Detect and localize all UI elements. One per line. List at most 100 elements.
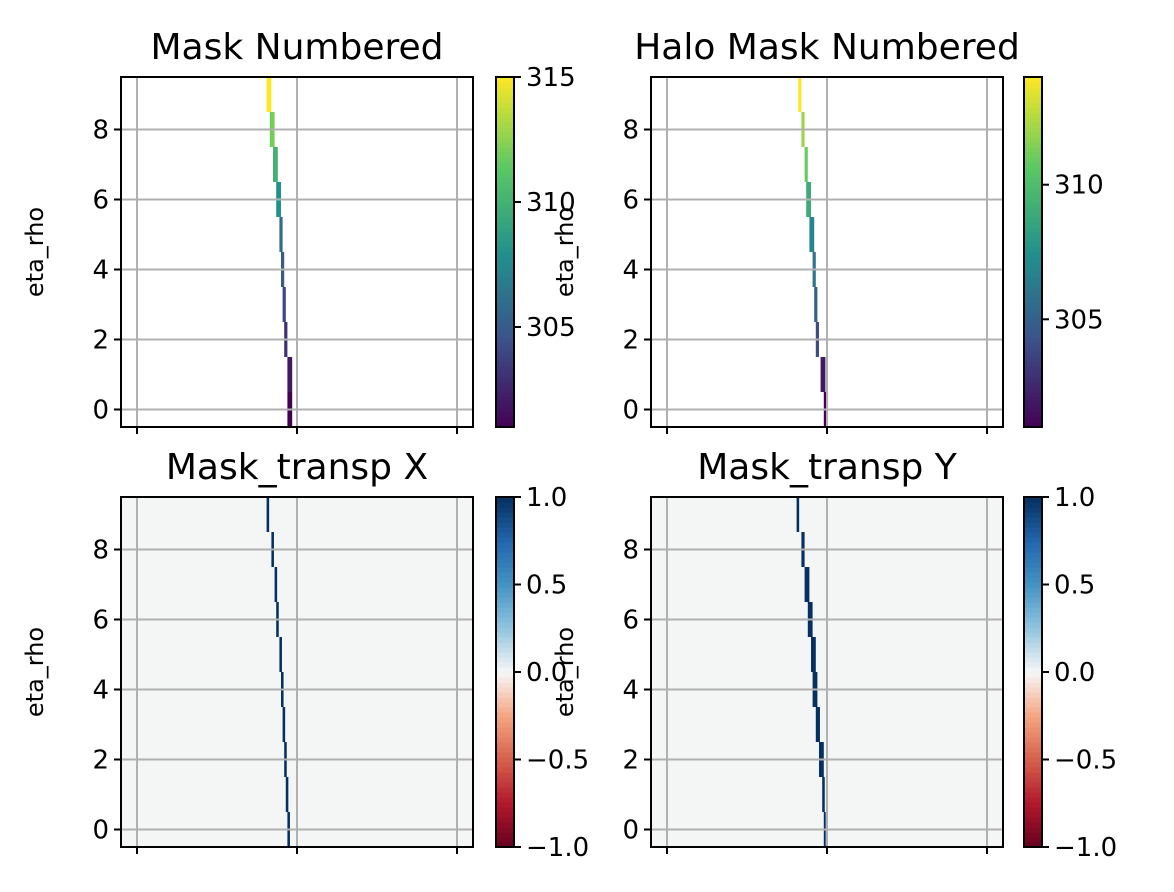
- colorbar-segment: [496, 162, 514, 168]
- colorbar-segment: [496, 712, 514, 718]
- colorbar-segment: [1024, 147, 1042, 153]
- y-tick-label: 8: [622, 116, 639, 146]
- colorbar-segment: [496, 737, 514, 743]
- y-tick-label: 8: [92, 536, 109, 566]
- colorbar-segment: [1024, 552, 1042, 558]
- colorbar-segment: [1024, 97, 1042, 103]
- colorbar-segment: [1024, 182, 1042, 188]
- colorbar-segment: [496, 547, 514, 553]
- colorbar-segment: [1024, 647, 1042, 653]
- colorbar-segment: [496, 757, 514, 763]
- colorbar-segment: [496, 667, 514, 673]
- heatmap-cell-3: [814, 287, 818, 322]
- colorbar-segment: [496, 557, 514, 563]
- heatmap-cell-5: [811, 637, 816, 672]
- colorbar-segment: [1024, 742, 1042, 748]
- colorbar-segment: [496, 372, 514, 378]
- colorbar-segment: [1024, 557, 1042, 563]
- colorbar-segment: [1024, 737, 1042, 743]
- y-tick-label: 6: [92, 186, 109, 216]
- colorbar-segment: [496, 392, 514, 398]
- colorbar-segment: [496, 232, 514, 238]
- colorbar: 305 310: [1023, 76, 1104, 428]
- colorbar-segment: [496, 282, 514, 288]
- colorbar-segment: [496, 222, 514, 228]
- y-tick-label: 4: [622, 256, 639, 286]
- colorbar-segment: [1024, 117, 1042, 123]
- colorbar-segment: [496, 172, 514, 178]
- colorbar-segment: [496, 387, 514, 393]
- colorbar-segment: [496, 702, 514, 708]
- heatmap-cell-5: [279, 217, 283, 252]
- colorbar-tick-label: −1.0: [526, 833, 589, 863]
- colorbar-segment: [1024, 342, 1042, 348]
- colorbar-segment: [1024, 547, 1042, 553]
- colorbar-segment: [496, 422, 514, 428]
- colorbar-segment: [496, 837, 514, 843]
- heatmap-cell-1: [822, 777, 825, 812]
- colorbar-segment: [1024, 602, 1042, 608]
- colorbar-segment: [1024, 222, 1042, 228]
- colorbar-tick-label: 305: [526, 313, 576, 343]
- colorbar-segment: [496, 627, 514, 633]
- colorbar-segment: [496, 582, 514, 588]
- colorbar-segment: [1024, 207, 1042, 213]
- colorbar-segment: [1024, 237, 1042, 243]
- colorbar-segment: [496, 327, 514, 333]
- colorbar-segment: [1024, 627, 1042, 633]
- colorbar-segment: [496, 652, 514, 658]
- subplot-3: 0 2 4 6 8 Mask_transp X eta_rho −1.0 −0.5 0.0 0.5 1…: [21, 447, 589, 863]
- colorbar-segment: [496, 317, 514, 323]
- colorbar-segment: [1024, 367, 1042, 373]
- colorbar-segment: [496, 87, 514, 93]
- colorbar-segment: [1024, 502, 1042, 508]
- colorbar-segment: [1024, 592, 1042, 598]
- colorbar-segment: [496, 157, 514, 163]
- colorbar-segment: [496, 632, 514, 638]
- colorbar-segment: [496, 592, 514, 598]
- colorbar-segment: [496, 552, 514, 558]
- colorbar-segment: [496, 97, 514, 103]
- colorbar-segment: [1024, 187, 1042, 193]
- colorbar-segment: [1024, 812, 1042, 818]
- colorbar-segment: [496, 122, 514, 128]
- colorbar-segment: [496, 347, 514, 353]
- colorbar-segment: [1024, 272, 1042, 278]
- heatmap-cell-9: [798, 77, 802, 112]
- colorbar-segment: [1024, 797, 1042, 803]
- colorbar-segment: [1024, 782, 1042, 788]
- colorbar-segment: [496, 217, 514, 223]
- y-tick-label: 4: [92, 676, 109, 706]
- colorbar-segment: [1024, 507, 1042, 513]
- colorbar-segment: [1024, 652, 1042, 658]
- colorbar-segment: [1024, 347, 1042, 353]
- colorbar-segment: [1024, 562, 1042, 568]
- colorbar-segment: [1024, 142, 1042, 148]
- colorbar-segment: [496, 312, 514, 318]
- colorbar-segment: [496, 802, 514, 808]
- colorbar-segment: [496, 522, 514, 528]
- colorbar-segment: [1024, 667, 1042, 673]
- colorbar-tick-label: 0.5: [1054, 571, 1095, 601]
- colorbar-segment: [496, 502, 514, 508]
- colorbar-segment: [1024, 287, 1042, 293]
- y-tick-label: 8: [92, 116, 109, 146]
- colorbar-segment: [1024, 662, 1042, 668]
- colorbar-segment: [496, 672, 514, 678]
- colorbar-segment: [1024, 267, 1042, 273]
- colorbar: 305 310 315: [495, 63, 576, 428]
- colorbar-segment: [496, 647, 514, 653]
- colorbar-segment: [1024, 567, 1042, 573]
- colorbar-segment: [496, 842, 514, 848]
- colorbar-tick-label: −0.5: [1054, 746, 1117, 776]
- colorbar-segment: [1024, 337, 1042, 343]
- colorbar-segment: [1024, 82, 1042, 88]
- colorbar-segment: [1024, 242, 1042, 248]
- colorbar-segment: [496, 657, 514, 663]
- colorbar-segment: [496, 147, 514, 153]
- colorbar-segment: [496, 637, 514, 643]
- y-tick-label: 6: [92, 606, 109, 636]
- colorbar-segment: [1024, 77, 1042, 83]
- heatmap-cell-3: [282, 287, 286, 322]
- colorbar-segment: [496, 767, 514, 773]
